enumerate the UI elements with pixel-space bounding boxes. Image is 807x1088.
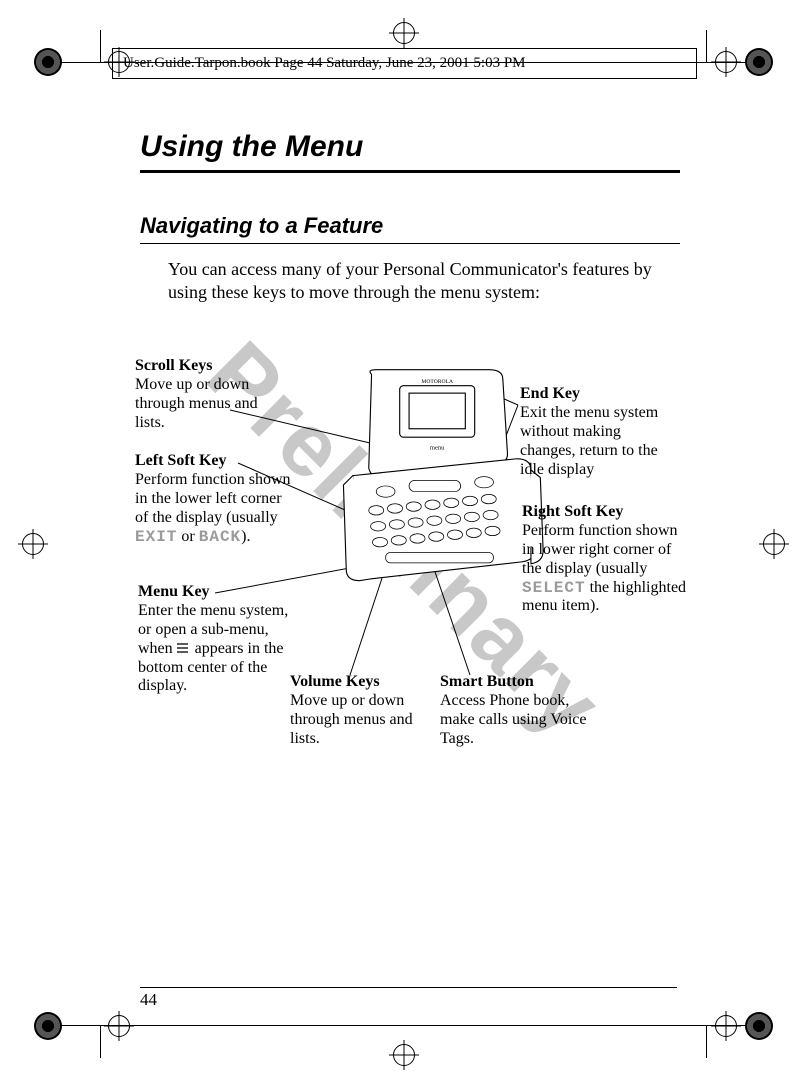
callout-volume-keys: Volume Keys Move up or down through menu…: [290, 673, 440, 749]
callout-title: End Key: [520, 385, 580, 402]
callout-title: Left Soft Key: [135, 452, 227, 469]
svg-text:menu: menu: [430, 444, 445, 451]
heading-1: Using the Menu: [140, 130, 680, 164]
callout-body: Perform function shown in lower right co…: [522, 522, 686, 615]
callout-title: Right Soft Key: [522, 503, 623, 520]
menu-glyph-icon: [177, 643, 188, 654]
callout-body: Exit the menu system without making chan…: [520, 404, 658, 478]
callout-smart-button: Smart Button Access Phone book, make cal…: [440, 673, 600, 749]
heading-2: Navigating to a Feature: [140, 213, 680, 239]
callout-right-soft-key: Right Soft Key Perform function shown in…: [522, 503, 687, 616]
device-illustration: MOTOROLA menu: [320, 365, 545, 590]
callout-body: Move up or down through menus and lists.: [290, 692, 413, 747]
callout-body: Move up or down through menus and lists.: [135, 376, 258, 431]
callout-scroll-keys: Scroll Keys Move up or down through menu…: [135, 357, 285, 433]
heading-1-rule: [140, 170, 680, 173]
callout-title: Smart Button: [440, 673, 534, 690]
callout-end-key: End Key Exit the menu system without mak…: [520, 385, 680, 479]
callout-title: Scroll Keys: [135, 357, 212, 374]
device-diagram: MOTOROLA menu: [120, 335, 700, 805]
page-number: 44: [140, 990, 157, 1010]
callout-left-soft-key: Left Soft Key Perform function shown in …: [135, 452, 295, 546]
footer-rule: [140, 987, 677, 988]
intro-paragraph: You can access many of your Personal Com…: [168, 258, 680, 305]
callout-title: Menu Key: [138, 583, 210, 600]
page-content: Using the Menu Navigating to a Feature Y…: [140, 130, 680, 305]
callout-body: Access Phone book, make calls using Voic…: [440, 692, 587, 747]
callout-menu-key: Menu Key Enter the menu system, or open …: [138, 583, 298, 696]
callout-body: Enter the menu system, or open a sub-men…: [138, 602, 288, 695]
heading-2-rule: [140, 243, 680, 244]
callout-body: Perform function shown in the lower left…: [135, 471, 291, 545]
file-header: User.Guide.Tarpon.book Page 44 Saturday,…: [112, 48, 697, 79]
callout-title: Volume Keys: [290, 673, 380, 690]
svg-text:MOTOROLA: MOTOROLA: [421, 379, 454, 385]
